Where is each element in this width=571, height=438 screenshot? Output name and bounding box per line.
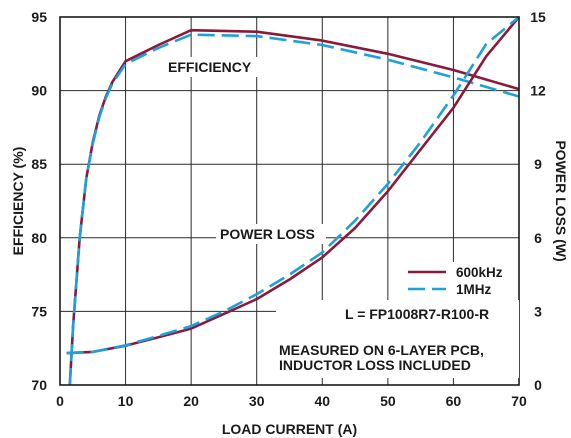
legend-label-1mhz: 1MHz	[456, 282, 492, 297]
efficiency-annotation: EFFICIENCY	[168, 59, 252, 75]
power-loss-annotation: POWER LOSS	[220, 226, 315, 242]
y-left-tick-label-85: 85	[31, 156, 47, 172]
tick-layer: 0 10 20 30 40 50 60 70 70 75 80 85 90 95 0 3 6 9 12 15	[31, 9, 546, 409]
power-loss-label-background	[216, 224, 326, 244]
y-right-tick-label-9: 9	[534, 156, 542, 172]
x-tick-label-60: 60	[446, 393, 462, 409]
y-right-tick-label-15: 15	[530, 9, 546, 25]
x-tick-label-10: 10	[118, 393, 134, 409]
x-axis-title: LOAD CURRENT (A)	[222, 421, 357, 437]
x-tick-label-0: 0	[56, 393, 64, 409]
y-right-tick-label-3: 3	[534, 303, 542, 319]
measurement-note-line2: INDUCTOR LOSS INCLUDED	[279, 357, 471, 373]
inductor-annotation: L = FP1008R7-R100-R	[345, 306, 489, 322]
note-background	[276, 300, 519, 378]
y-left-tick-label-95: 95	[31, 9, 47, 25]
legend-background	[403, 262, 515, 300]
y-left-tick-label-70: 70	[31, 377, 47, 393]
efficiency-label-background	[164, 57, 264, 77]
plot-frame	[59, 16, 520, 386]
y-left-tick-label-75: 75	[31, 303, 47, 319]
y-right-tick-label-6: 6	[534, 230, 542, 246]
y-left-tick-label-90: 90	[31, 83, 47, 99]
y-right-tick-label-12: 12	[530, 83, 546, 99]
x-tick-label-70: 70	[511, 393, 527, 409]
series-1mhz-power-loss-line	[66, 15, 520, 355]
x-tick-label-30: 30	[249, 393, 265, 409]
x-tick-label-40: 40	[314, 393, 330, 409]
series-600khz-power-loss-line	[66, 16, 520, 355]
series-1mhz-efficiency-line	[68, 33, 520, 386]
y-right-axis-title: POWER LOSS (W)	[553, 140, 569, 261]
x-tick-label-50: 50	[380, 393, 396, 409]
y-right-tick-label-0: 0	[534, 377, 542, 393]
y-left-axis-title: EFFICIENCY (%)	[10, 147, 26, 256]
series-layer	[66, 15, 520, 386]
x-tick-label-20: 20	[183, 393, 199, 409]
measurement-note-line1: MEASURED ON 6-LAYER PCB,	[279, 342, 484, 358]
legend: 600kHz 1MHz	[408, 265, 503, 297]
y-left-tick-label-80: 80	[31, 230, 47, 246]
legend-label-600khz: 600kHz	[456, 265, 503, 280]
